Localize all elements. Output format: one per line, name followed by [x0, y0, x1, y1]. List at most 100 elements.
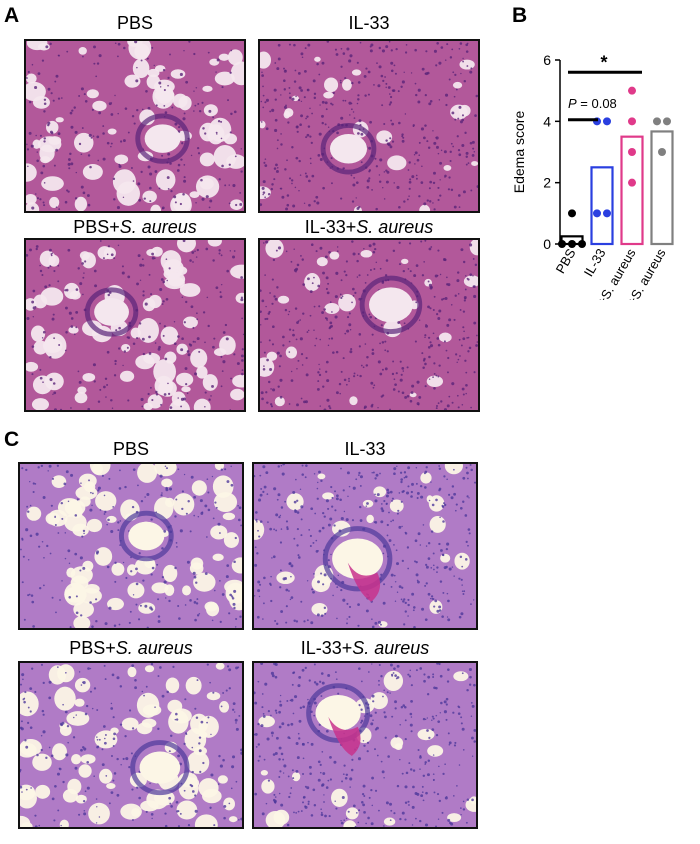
- nucleus: [329, 517, 333, 521]
- nucleus: [65, 753, 69, 757]
- nucleus: [328, 815, 331, 818]
- nucleus: [421, 352, 424, 355]
- alveolar-space: [172, 493, 195, 516]
- nucleus: [403, 71, 405, 73]
- nucleus: [263, 576, 266, 580]
- nucleus: [435, 374, 438, 377]
- nucleus: [36, 197, 39, 200]
- nucleus: [365, 505, 368, 507]
- nucleus: [362, 366, 365, 369]
- nucleus: [95, 798, 98, 800]
- nucleus: [365, 609, 369, 613]
- nucleus: [444, 59, 447, 61]
- nucleus: [340, 296, 343, 299]
- nucleus: [326, 319, 328, 321]
- nucleus: [466, 471, 469, 475]
- nucleus: [395, 562, 400, 566]
- nucleus: [54, 784, 57, 788]
- nucleus: [80, 684, 83, 686]
- nucleus: [370, 722, 374, 726]
- nucleus: [425, 50, 428, 53]
- nucleus: [318, 470, 321, 474]
- nucleus: [332, 594, 334, 597]
- nucleus: [421, 607, 425, 611]
- nucleus: [267, 380, 271, 384]
- nucleus: [368, 671, 370, 673]
- alveolar-space: [218, 53, 230, 61]
- nucleus: [57, 280, 60, 283]
- nucleus: [444, 93, 449, 97]
- nucleus: [292, 329, 295, 332]
- nucleus: [242, 333, 244, 336]
- nucleus: [190, 154, 193, 157]
- nucleus: [226, 564, 230, 567]
- nucleus: [26, 505, 29, 508]
- nucleus: [343, 764, 346, 767]
- nucleus: [162, 280, 166, 284]
- nucleus: [82, 529, 86, 533]
- nucleus: [79, 569, 82, 572]
- alveolar-space: [219, 701, 230, 713]
- x-tick-label: PBS: [553, 246, 579, 276]
- nucleus: [432, 552, 435, 555]
- nucleus: [461, 727, 465, 731]
- nucleus: [322, 385, 325, 388]
- nucleus: [191, 790, 195, 793]
- nucleus: [445, 547, 449, 551]
- nucleus: [127, 275, 131, 279]
- nucleus: [139, 604, 142, 607]
- nucleus: [436, 609, 440, 613]
- nucleus: [317, 371, 320, 374]
- nucleus: [407, 466, 411, 470]
- nucleus: [346, 329, 350, 333]
- nucleus: [447, 618, 451, 622]
- nucleus: [286, 159, 288, 162]
- nucleus: [296, 130, 299, 133]
- nucleus: [262, 713, 265, 715]
- nucleus: [454, 741, 457, 744]
- nucleus: [87, 667, 90, 670]
- nucleus: [229, 250, 232, 252]
- nucleus: [65, 470, 69, 474]
- nucleus: [220, 254, 223, 257]
- alveolar-space: [141, 718, 157, 728]
- nucleus: [428, 247, 432, 251]
- nucleus: [411, 384, 415, 388]
- nucleus: [288, 177, 292, 180]
- nucleus: [257, 759, 260, 762]
- nucleus: [418, 195, 421, 198]
- alveolar-space: [373, 486, 387, 498]
- nucleus: [424, 823, 429, 827]
- nucleus: [423, 472, 426, 475]
- nucleus: [275, 529, 278, 532]
- nucleus: [438, 663, 441, 666]
- nucleus: [382, 187, 384, 189]
- nucleus: [173, 195, 177, 199]
- nucleus: [333, 524, 336, 527]
- nucleus: [342, 52, 346, 55]
- nucleus: [319, 158, 323, 162]
- nucleus: [396, 676, 400, 679]
- nucleus: [174, 201, 177, 204]
- nucleus: [391, 499, 393, 502]
- nucleus: [141, 690, 144, 693]
- nucleus: [215, 131, 218, 134]
- nucleus: [104, 737, 106, 740]
- nucleus: [285, 250, 288, 253]
- nucleus: [142, 579, 145, 582]
- alveolar-space: [31, 398, 49, 410]
- nucleus: [419, 768, 421, 770]
- nucleus: [382, 552, 385, 555]
- nucleus: [465, 392, 467, 395]
- nucleus: [331, 103, 334, 106]
- alveolar-space: [215, 663, 225, 670]
- nucleus: [371, 348, 375, 352]
- nucleus: [262, 715, 266, 718]
- nucleus: [411, 175, 415, 179]
- nucleus: [58, 208, 61, 210]
- nucleus: [384, 367, 388, 371]
- nucleus: [344, 776, 348, 780]
- nucleus: [136, 282, 139, 286]
- nucleus: [348, 312, 351, 315]
- alveolar-space: [265, 240, 284, 258]
